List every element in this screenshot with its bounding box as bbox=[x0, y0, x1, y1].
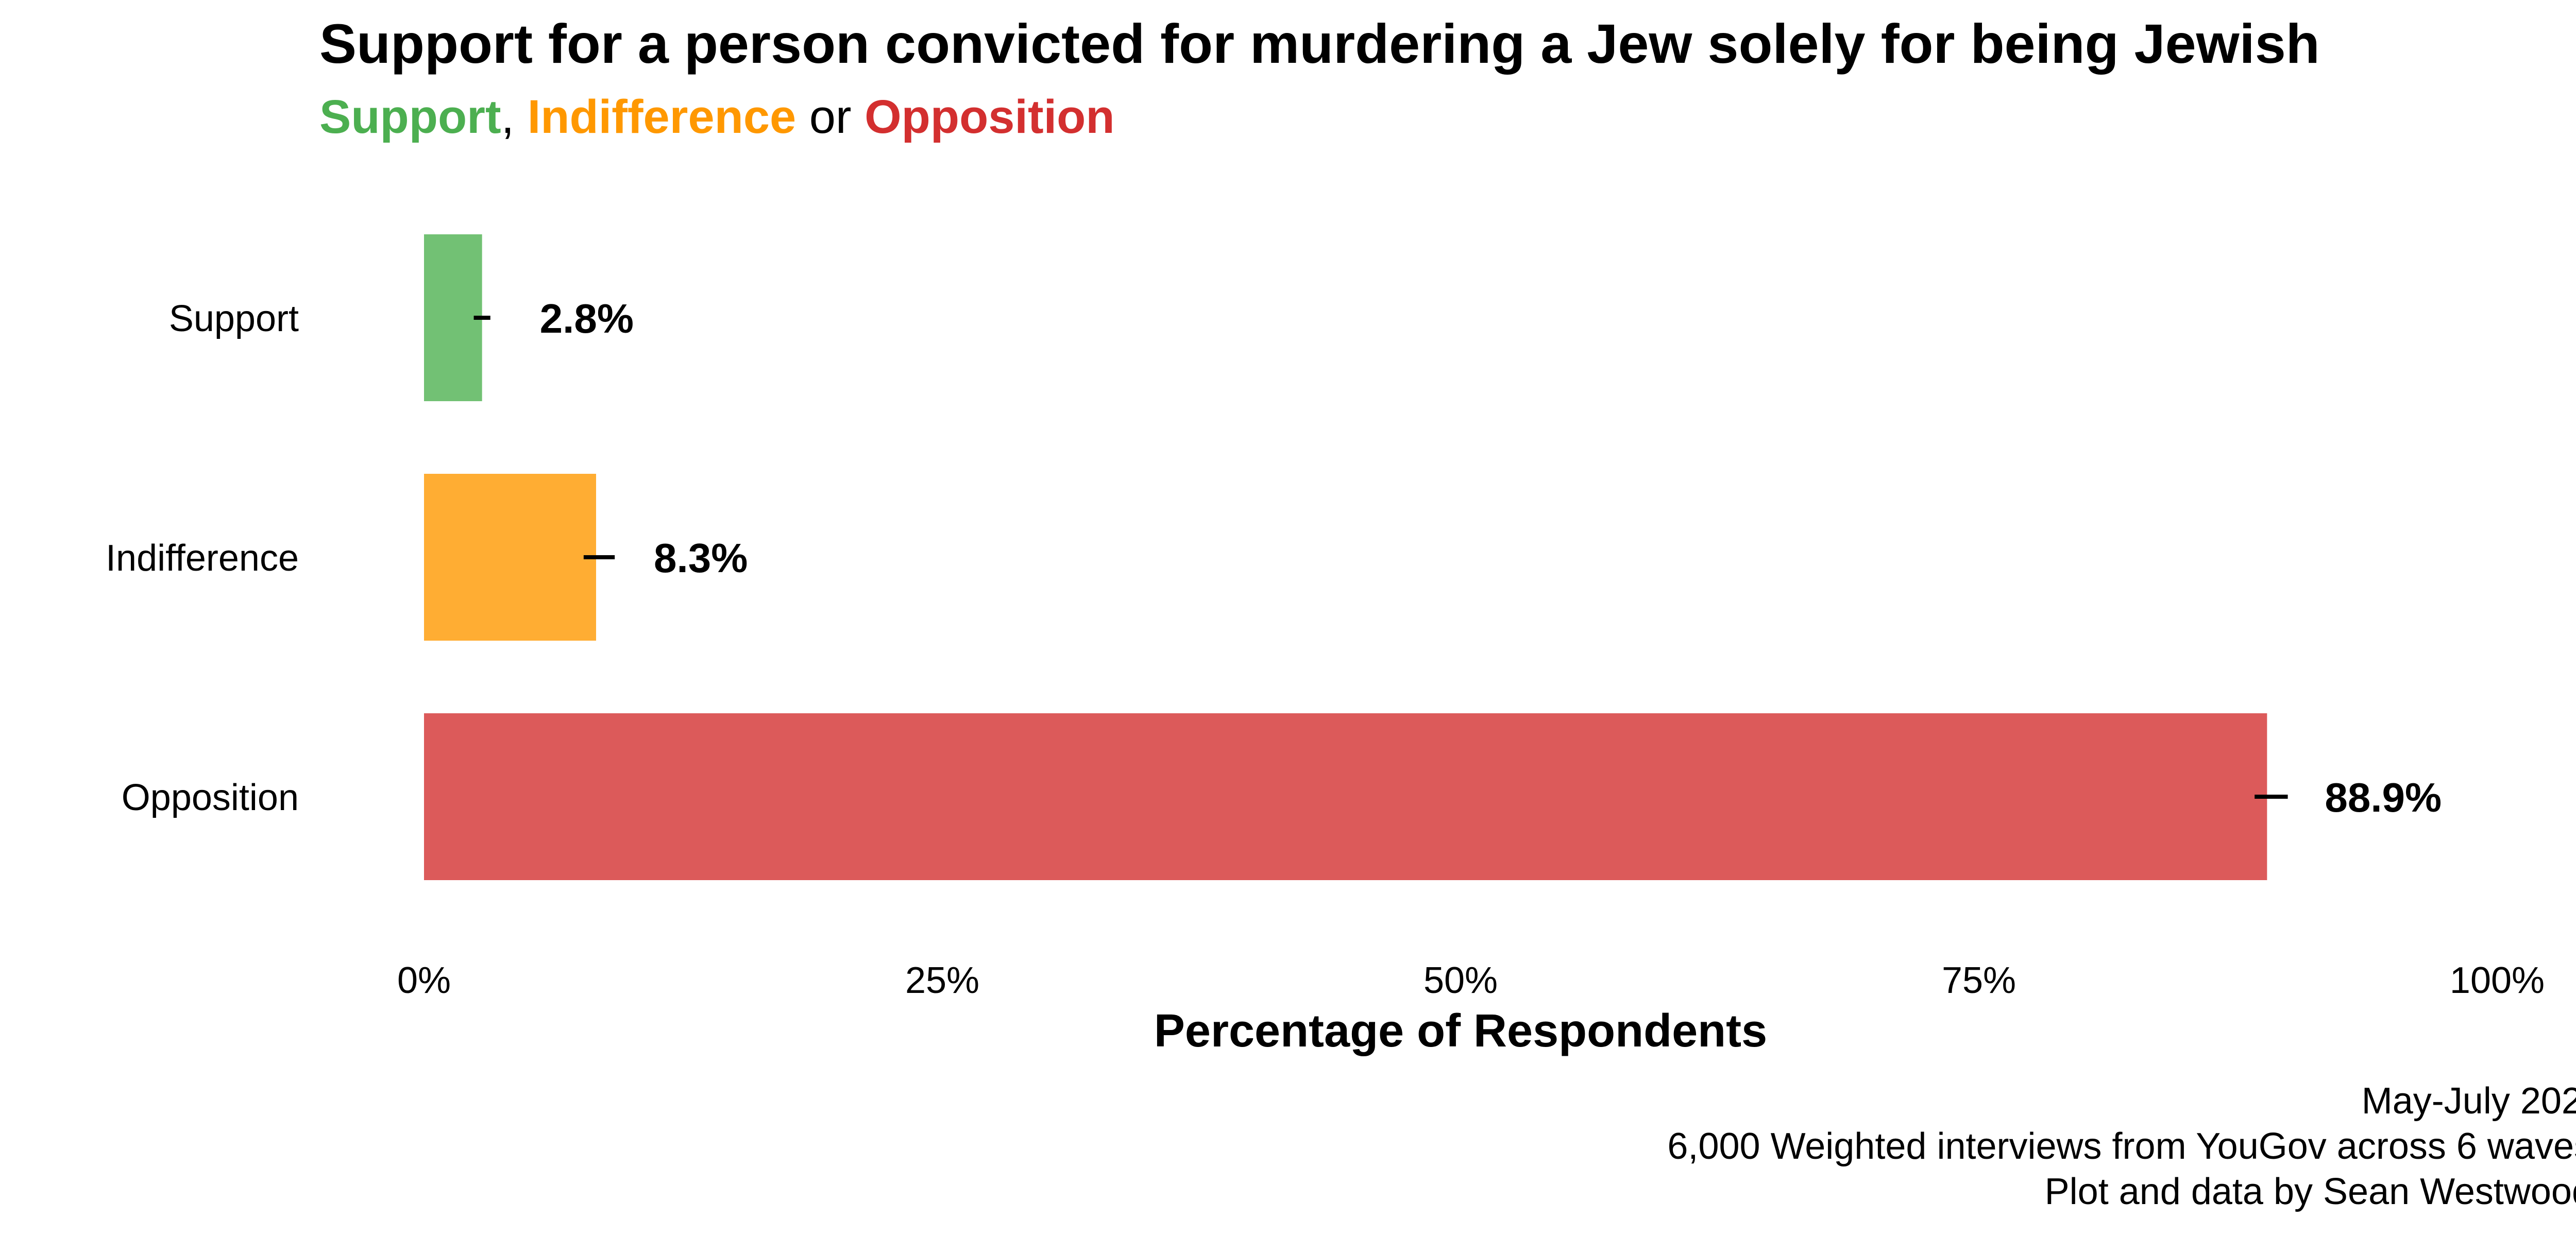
category-label: Indifference bbox=[106, 538, 299, 579]
x-tick-label: 50% bbox=[1423, 960, 1498, 1001]
data-label: 2.8% bbox=[540, 296, 634, 341]
chart-subtitle: Support, Indifference or Opposition bbox=[319, 91, 1115, 143]
subtitle-part: Indifference bbox=[528, 91, 796, 143]
x-tick-label: 25% bbox=[905, 960, 979, 1001]
x-tick-label: 0% bbox=[397, 960, 451, 1001]
x-tick-label: 75% bbox=[1942, 960, 2016, 1001]
data-label: 88.9% bbox=[2325, 775, 2442, 820]
caption-line: May-July 2025 bbox=[2362, 1080, 2576, 1122]
chart-title: Support for a person convicted for murde… bbox=[319, 12, 2320, 75]
category-label: Opposition bbox=[122, 777, 299, 818]
x-tick-label: 100% bbox=[2450, 960, 2545, 1001]
bar-opposition bbox=[424, 713, 2267, 880]
subtitle-part: , bbox=[501, 91, 528, 143]
caption-line: Plot and data by Sean Westwood. bbox=[2045, 1171, 2576, 1212]
data-label: 8.3% bbox=[654, 535, 748, 581]
category-label: Support bbox=[169, 298, 299, 339]
caption-line: 6,000 Weighted interviews from YouGov ac… bbox=[1667, 1126, 2576, 1167]
bar-indifference bbox=[424, 474, 596, 641]
x-axis-title: Percentage of Respondents bbox=[1154, 1005, 1767, 1057]
subtitle-part: or bbox=[796, 91, 865, 143]
subtitle-part: Opposition bbox=[865, 91, 1114, 143]
subtitle-part: Support bbox=[319, 91, 501, 143]
bar-support bbox=[424, 234, 482, 401]
